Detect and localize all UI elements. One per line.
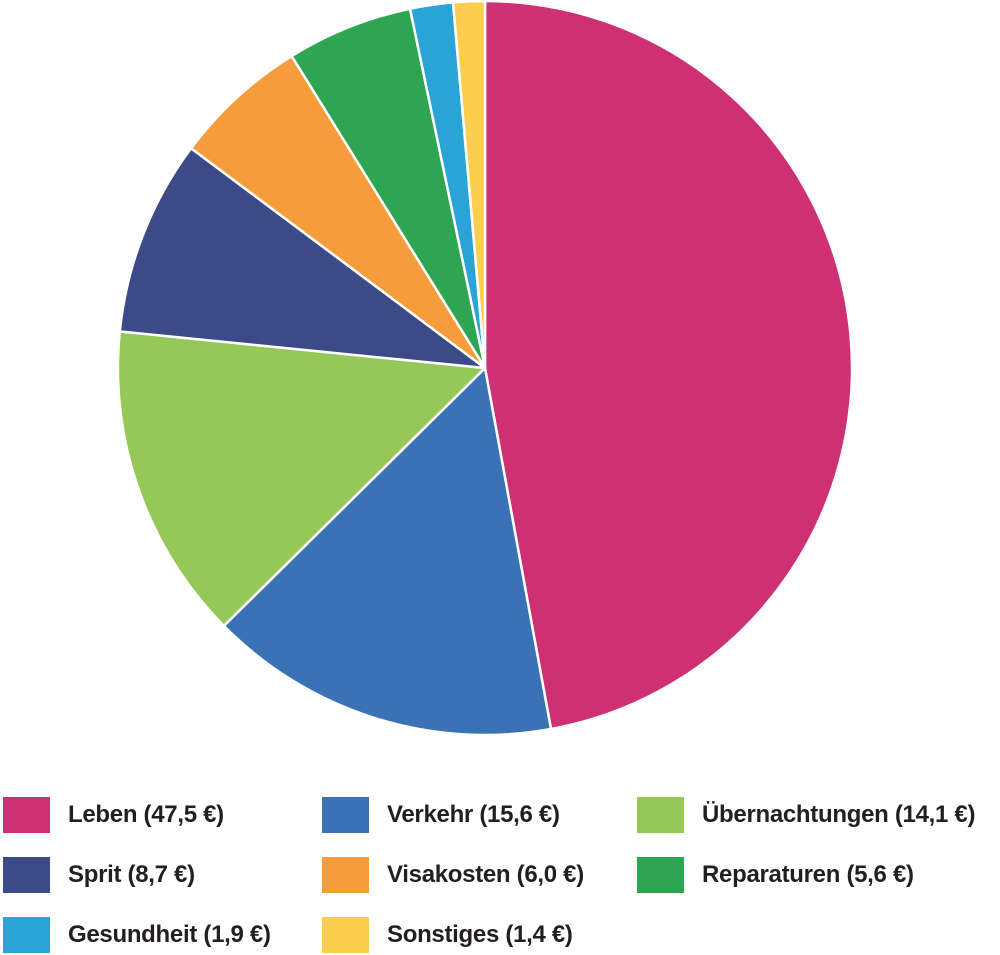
- legend-swatch-gesundheit: [3, 917, 50, 953]
- legend: Leben (47,5 €) Verkehr (15,6 €) Übernach…: [0, 795, 1000, 955]
- legend-swatch-sonstiges: [322, 917, 369, 953]
- legend-label-sonstiges: Sonstiges (1,4 €): [387, 921, 573, 948]
- pie-chart: [116, 0, 854, 737]
- legend-label-leben: Leben (47,5 €): [68, 801, 224, 828]
- pie-slice-verkehr: [222, 366, 553, 737]
- legend-item-verkehr: Verkehr (15,6 €): [322, 795, 560, 835]
- legend-label-verkehr: Verkehr (15,6 €): [387, 801, 560, 828]
- pie-slice-uebernachtungen: [116, 330, 487, 628]
- pie-slice-reparaturen: [290, 7, 487, 370]
- legend-item-visakosten: Visakosten (6,0 €): [322, 855, 584, 895]
- legend-swatch-visakosten: [322, 857, 369, 893]
- pie-slice-leben: [483, 0, 854, 731]
- pie-slice-sonstiges: [451, 0, 487, 370]
- legend-swatch-uebernachtungen: [637, 797, 684, 833]
- legend-swatch-leben: [3, 797, 50, 833]
- legend-item-uebernachtungen: Übernachtungen (14,1 €): [637, 795, 975, 835]
- legend-item-leben: Leben (47,5 €): [3, 795, 224, 835]
- legend-swatch-reparaturen: [637, 857, 684, 893]
- legend-label-sprit: Sprit (8,7 €): [68, 861, 195, 888]
- pie-slice-sprit: [118, 146, 487, 370]
- legend-item-gesundheit: Gesundheit (1,9 €): [3, 915, 271, 955]
- legend-item-sprit: Sprit (8,7 €): [3, 855, 195, 895]
- legend-item-sonstiges: Sonstiges (1,4 €): [322, 915, 573, 955]
- legend-label-reparaturen: Reparaturen (5,6 €): [702, 861, 914, 888]
- legend-label-visakosten: Visakosten (6,0 €): [387, 861, 584, 888]
- pie-slice-visakosten: [189, 54, 487, 370]
- legend-swatch-sprit: [3, 857, 50, 893]
- legend-item-reparaturen: Reparaturen (5,6 €): [637, 855, 914, 895]
- legend-label-gesundheit: Gesundheit (1,9 €): [68, 921, 271, 948]
- legend-swatch-verkehr: [322, 797, 369, 833]
- legend-label-uebernachtungen: Übernachtungen (14,1 €): [702, 801, 976, 828]
